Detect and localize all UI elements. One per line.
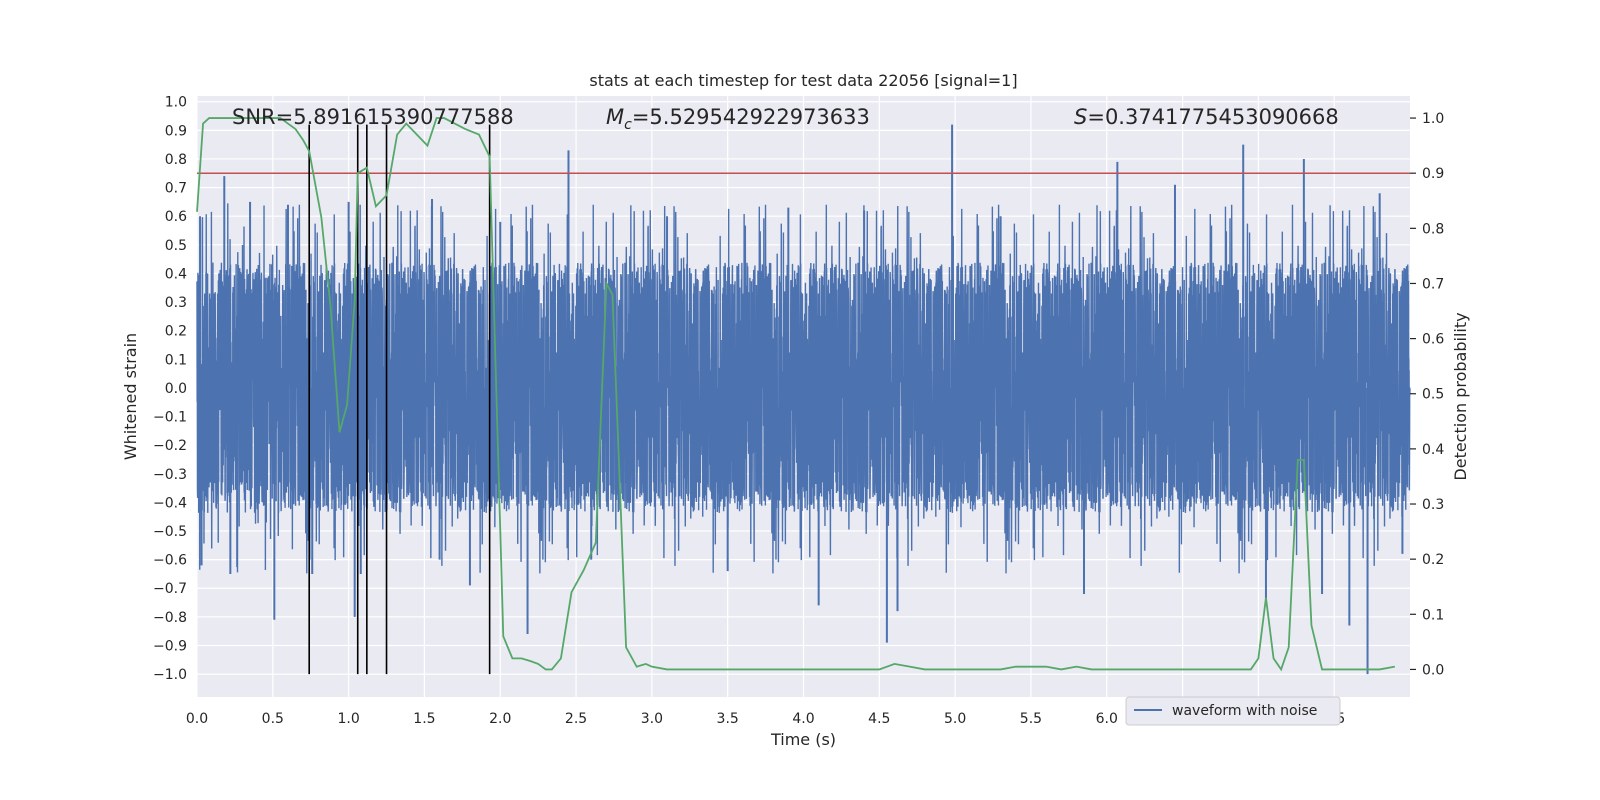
y-tick-label-left: −0.1 (153, 410, 187, 426)
x-tick-label: 6.0 (1096, 711, 1118, 727)
y-tick-label-right: 0.6 (1422, 332, 1444, 348)
waveform-path (196, 203, 1411, 574)
y-tick-label-left: 0.5 (165, 238, 187, 254)
y-tick-label-left: 0.8 (165, 152, 187, 168)
x-tick-label: 0.0 (186, 711, 208, 727)
y-tick-label-left: 0.2 (165, 324, 187, 340)
y-tick-label-right: 0.3 (1422, 497, 1444, 513)
chirp-mass-annotation: Mc=5.529542922973633 (606, 105, 870, 133)
score-annotation: S=0.3741775453090668 (1074, 105, 1339, 129)
y-tick-label-left: −0.6 (153, 553, 187, 569)
y-tick-label-right: 0.9 (1422, 166, 1444, 182)
snr-annotation: SNR=5.891615390777588 (232, 105, 514, 129)
x-tick-label: 5.0 (944, 711, 966, 727)
y-tick-label-left: 0.6 (165, 209, 187, 225)
x-tick-label: 4.0 (792, 711, 814, 727)
x-tick-label: 4.5 (868, 711, 890, 727)
event-lines (308, 124, 491, 675)
y-tick-label-left: 0.0 (165, 381, 187, 397)
y-axis-left-label: Whitened strain (121, 333, 140, 460)
y-axis-right-label: Detection probability (1451, 312, 1470, 480)
x-tick-label: 3.0 (641, 711, 663, 727)
y-tick-label-left: 1.0 (165, 95, 187, 111)
chirp-mass-value: =5.529542922973633 (632, 105, 870, 129)
legend-label-waveform: waveform with noise (1172, 703, 1317, 719)
chart-title: stats at each timestep for test data 220… (589, 71, 1017, 90)
legend: waveform with noise (1125, 696, 1341, 726)
y-tick-label-left: −0.4 (153, 495, 187, 511)
y-tick-label-left: 0.9 (165, 123, 187, 139)
x-tick-label: 1.0 (337, 711, 359, 727)
y-tick-label-right: 0.8 (1422, 221, 1444, 237)
x-tick-label: 0.5 (262, 711, 284, 727)
y-tick-label-left: −0.9 (153, 638, 187, 654)
x-tick-label: 2.5 (565, 711, 587, 727)
y-tick-label-right: 1.0 (1422, 111, 1444, 127)
y-tick-label-right: 0.7 (1422, 276, 1444, 292)
x-tick-label: 1.5 (413, 711, 435, 727)
y-axis-left-ticks: 1.0 0.9 0.8 0.7 0.6 0.5 0.4 0.3 0.2 0.1 0.0 −0.1 −0.… (153, 95, 187, 683)
y-tick-label-left: −0.3 (153, 467, 187, 483)
probability-path (196, 117, 1396, 672)
x-axis-label: Time (s) (770, 730, 836, 749)
y-tick-label-right: 0.1 (1422, 607, 1444, 623)
probability-series (196, 117, 1396, 672)
x-tick-label: 5.5 (1020, 711, 1042, 727)
legend-box (1125, 696, 1341, 726)
waveform-series (196, 124, 1411, 675)
y-tick-label-left: −0.7 (153, 581, 187, 597)
y-tick-label-left: −0.5 (153, 524, 187, 540)
x-tick-label: 3.5 (717, 711, 739, 727)
y-tick-label-left: 0.1 (165, 352, 187, 368)
y-tick-label-left: 0.4 (165, 266, 187, 282)
y-tick-label-right: 0.0 (1422, 662, 1444, 678)
y-tick-label-left: −1.0 (153, 667, 187, 683)
score-symbol: S (1074, 105, 1087, 129)
y-tick-label-left: 0.3 (165, 295, 187, 311)
chirp-mass-symbol: M (606, 105, 624, 129)
y-tick-label-right: 0.2 (1422, 552, 1444, 568)
x-tick-label: 2.0 (489, 711, 511, 727)
y-tick-label-left: 0.7 (165, 181, 187, 197)
y-tick-label-left: −0.2 (153, 438, 187, 454)
y-tick-label-left: −0.8 (153, 610, 187, 626)
score-value: =0.3741775453090668 (1087, 105, 1338, 129)
chirp-mass-subscript: c (624, 117, 632, 133)
y-tick-label-right: 0.4 (1422, 442, 1444, 458)
y-tick-label-right: 0.5 (1422, 387, 1444, 403)
y-axis-right-ticks: 1.0 0.9 0.8 0.7 0.6 0.5 0.4 0.3 0.2 0.1 0.0 (1410, 111, 1444, 678)
